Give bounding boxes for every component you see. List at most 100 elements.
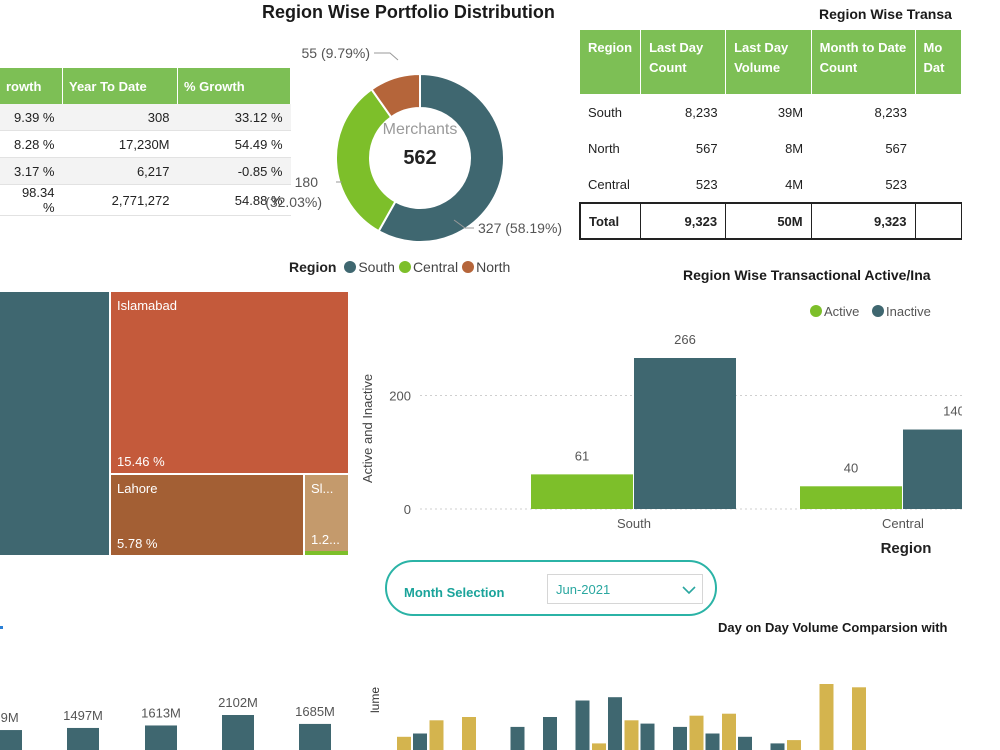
dod-bar[interactable] (673, 726, 687, 750)
volume-bar[interactable] (222, 715, 254, 750)
legend-item[interactable]: North (462, 259, 510, 275)
donut-data-label: 327 (58.19%) (478, 220, 562, 236)
txn-col-header[interactable]: Last Day Volume (725, 30, 812, 94)
donut-slice-south[interactable] (377, 72, 505, 243)
dod-bar[interactable] (738, 736, 752, 750)
volume-bar[interactable] (0, 730, 22, 750)
dod-bar[interactable] (852, 687, 866, 750)
treemap-tile-south[interactable] (0, 292, 109, 555)
dod-bar[interactable] (770, 743, 785, 750)
dod-bar[interactable] (608, 697, 622, 750)
txn-table-title: Region Wise Transa (819, 6, 952, 22)
dod-bar[interactable] (462, 717, 476, 750)
dod-bar[interactable] (787, 740, 801, 750)
table-row: 8.28 % 17,230M 54.49 % (0, 130, 291, 158)
bar-inactive-central[interactable] (903, 429, 962, 509)
dod-bar[interactable] (510, 726, 525, 750)
volume-bar[interactable] (67, 727, 99, 750)
dod-bar[interactable] (575, 700, 590, 750)
dod-bar[interactable] (689, 715, 704, 750)
region-legend-title: Region (289, 259, 337, 275)
table-cell: 39M (777, 104, 804, 120)
offscreen-marker (0, 626, 3, 629)
txn-col-header[interactable]: Last Day Count (640, 30, 727, 94)
table-row: North 567 8M 567 (580, 130, 962, 166)
table-cell: 33.12 % (177, 104, 291, 131)
volume-bar[interactable] (145, 725, 177, 750)
tile-label: Lahore (117, 481, 158, 496)
legend-label[interactable]: Active (824, 304, 859, 319)
treemap-tile-small[interactable]: Sl... 1.2... (305, 475, 348, 551)
dod-bar-chart (397, 684, 866, 750)
bar-data-label: 2102M (218, 695, 258, 710)
bar-data-label: 1685M (295, 704, 335, 719)
y-tick-label: 200 (389, 388, 411, 403)
active-chart-title: Region Wise Transactional Active/Ina (683, 267, 931, 283)
y-tick-label: 0 (404, 502, 411, 517)
tile-label: Islamabad (117, 298, 177, 313)
dod-ylabel: lume (368, 686, 382, 713)
dod-bar[interactable] (543, 717, 557, 750)
leader-line (374, 52, 399, 61)
treemap-tile-islamabad[interactable]: Islamabad 15.46 % (111, 292, 348, 473)
dod-bar[interactable] (413, 733, 427, 750)
tile-value: 5.78 % (117, 536, 158, 551)
table-cell: 523 (695, 176, 718, 192)
dod-bar[interactable] (429, 720, 444, 750)
legend-dot-icon (344, 261, 357, 273)
legend-label[interactable]: Inactive (886, 304, 931, 319)
legend-item[interactable]: South (344, 259, 395, 275)
bar-active-central[interactable] (800, 486, 902, 509)
table-cell: 523 (885, 176, 908, 192)
table-cell (915, 166, 961, 203)
txn-col-header[interactable]: Month to Date Count (811, 30, 916, 94)
volume-bar[interactable] (299, 723, 331, 750)
dod-bar[interactable] (592, 743, 606, 750)
legend-dot-icon (810, 305, 822, 317)
table-cell: 8,233 (874, 104, 908, 120)
txn-col-header[interactable]: Region (580, 30, 642, 94)
total-cell: 9,323 (640, 202, 727, 240)
donut-slice-central[interactable] (335, 87, 397, 233)
dod-bar[interactable] (819, 684, 834, 750)
growth-col-header[interactable]: rowth (0, 68, 63, 104)
table-cell: 98.34 % (0, 184, 63, 216)
table-cell: 8,233 (685, 104, 718, 120)
total-row: Total 9,323 50M 9,323 (579, 202, 962, 240)
month-select-dropdown[interactable]: Jun-2021 (547, 574, 703, 604)
txn-col-header[interactable]: Mo Dat (915, 30, 962, 94)
tile-label: Sl... (311, 481, 334, 496)
leader-line (453, 219, 474, 229)
growth-table: rowth Year To Date% Growth 9.39 % 308 33.12… (0, 68, 291, 216)
total-cell (915, 202, 962, 240)
dod-bar[interactable] (705, 733, 720, 750)
table-cell: 8.28 % (0, 130, 63, 158)
month-select-value: Jun-2021 (556, 582, 611, 597)
growth-col-header[interactable]: Year To Date (62, 68, 178, 104)
tile-value: 15.46 % (117, 454, 165, 469)
treemap-tile-central[interactable] (305, 551, 348, 555)
total-cell: 9,323 (811, 202, 916, 240)
txn-table-clip: Region Last Day Count Last Day Volume Month… (578, 30, 962, 245)
bar-data-label: 61 (575, 448, 589, 463)
dod-bar[interactable] (722, 713, 736, 750)
table-cell (915, 130, 961, 166)
bar-inactive-south[interactable] (634, 358, 736, 509)
table-cell: -0.85 % (177, 157, 291, 185)
bar-data-label: 140 (943, 404, 962, 419)
table-cell: Central (588, 176, 630, 192)
treemap-tile-lahore[interactable]: Lahore 5.78 % (111, 475, 303, 555)
legend-item[interactable]: Central (398, 259, 458, 275)
donut-slice-north[interactable] (370, 72, 421, 119)
donut-data-label: (32.03%) (265, 194, 322, 210)
legend-dot-icon (398, 261, 411, 273)
chevron-down-icon (682, 586, 696, 595)
table-cell: 2,771,272 (62, 184, 178, 216)
donut-data-label: 180 (295, 174, 319, 190)
legend-label: North (476, 259, 511, 275)
dod-bar[interactable] (397, 736, 411, 750)
dod-bar[interactable] (624, 720, 639, 750)
growth-col-header[interactable]: % Growth (177, 68, 291, 104)
dod-bar[interactable] (640, 723, 655, 750)
bar-active-south[interactable] (531, 474, 633, 509)
